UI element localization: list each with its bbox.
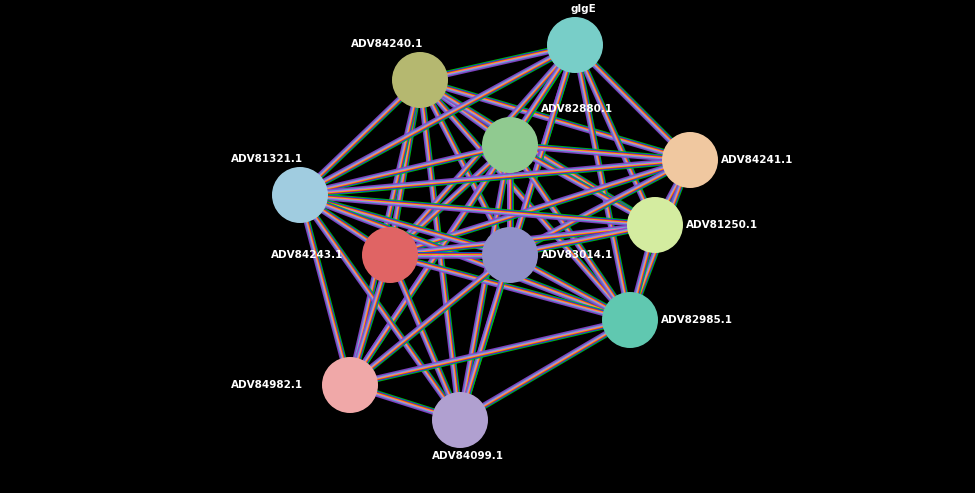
Text: ADV84099.1: ADV84099.1 <box>432 451 504 461</box>
Text: ADV81250.1: ADV81250.1 <box>686 220 759 230</box>
Text: ADV84241.1: ADV84241.1 <box>721 155 794 165</box>
Text: ADV81321.1: ADV81321.1 <box>231 154 303 164</box>
Text: glgE: glgE <box>570 4 596 14</box>
Circle shape <box>272 167 328 223</box>
Text: ADV82985.1: ADV82985.1 <box>661 315 733 325</box>
Text: ADV83014.1: ADV83014.1 <box>541 250 613 260</box>
Circle shape <box>432 392 488 448</box>
Circle shape <box>392 52 448 108</box>
Circle shape <box>322 357 378 413</box>
Text: ADV84243.1: ADV84243.1 <box>271 250 343 260</box>
Circle shape <box>362 227 418 283</box>
Circle shape <box>482 227 538 283</box>
Circle shape <box>627 197 683 253</box>
Text: ADV84240.1: ADV84240.1 <box>351 39 423 49</box>
Circle shape <box>662 132 718 188</box>
Circle shape <box>602 292 658 348</box>
Circle shape <box>547 17 603 73</box>
Text: ADV82880.1: ADV82880.1 <box>541 104 613 114</box>
Text: ADV84982.1: ADV84982.1 <box>231 380 303 390</box>
Circle shape <box>482 117 538 173</box>
